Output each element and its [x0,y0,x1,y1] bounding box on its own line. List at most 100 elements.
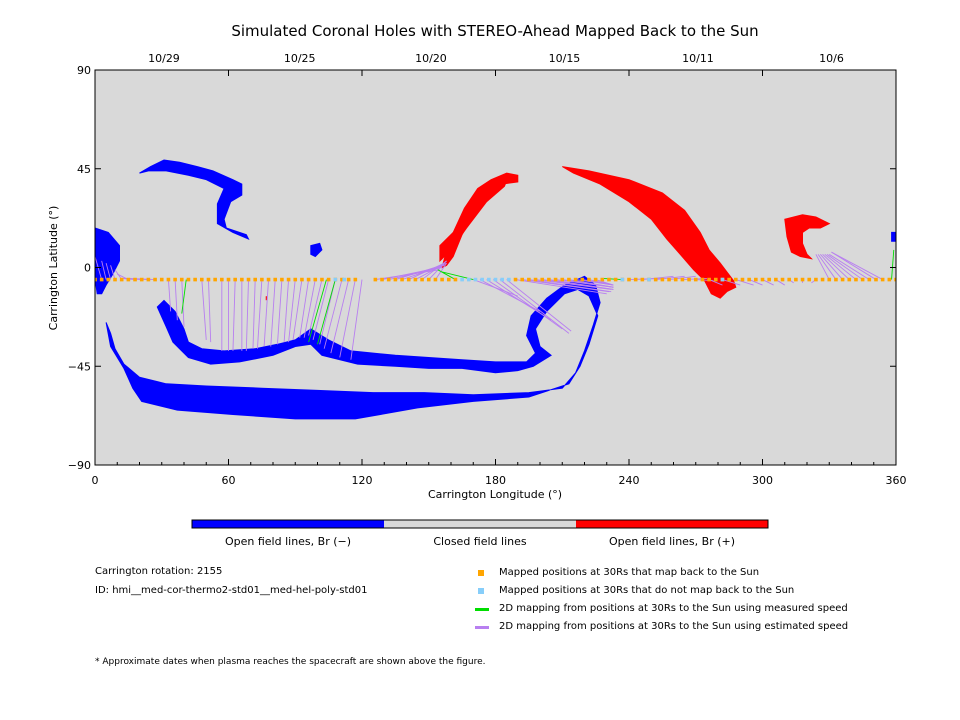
mapped-back-point [286,277,291,282]
x-tick-label: 0 [92,474,99,487]
not-mapped-point [467,277,471,282]
mapped-back-point [453,277,458,282]
mapped-back-point [687,277,691,282]
mapped-back-point [246,277,251,282]
coronal-hole-negative [105,275,601,420]
mapped-back-point [320,277,324,282]
mapped-back-point [680,277,685,282]
colorbar-label: Open field lines, Br (−) [225,535,351,548]
mapped-back-point [760,277,765,282]
mapped-back-point [887,277,892,282]
colorbar-label: Open field lines, Br (+) [609,535,735,548]
y-axis-label: Carrington Latitude (°) [47,206,60,331]
mapping-line-estimated [270,279,276,347]
mapped-back-point [240,277,244,282]
y-tick-label: 0 [84,262,91,275]
mapping-line-measured [181,279,187,314]
mapping-line-estimated [339,279,356,358]
mapping-line-estimated [762,279,774,286]
coronal-hole-positive [562,166,737,299]
mapped-back-point [600,277,605,282]
not-mapped-point [333,277,338,282]
mapping-line-measured [891,249,895,280]
model-id: ID: hmi__med-cor-thermo2-std01__med-hel-… [95,585,368,596]
mapped-back-point [700,277,705,282]
not-mapped-point [460,277,464,282]
mapped-back-point [894,277,896,282]
top-date-label: 10/11 [682,52,714,65]
mapped-back-point [660,277,665,282]
mapped-back-point [527,277,531,282]
x-axis-label: Carrington Longitude (°) [428,488,562,501]
mapped-back-point [133,277,137,282]
mapped-back-point [820,277,825,282]
mapped-back-point [593,277,598,282]
mapped-back-point [573,277,578,282]
mapped-back-point [313,277,318,282]
mapped-back-point [233,277,237,282]
mapping-line-estimated [815,254,830,280]
mapped-back-point [734,277,738,282]
mapping-line-estimated [506,279,572,332]
mapped-back-point [800,277,805,282]
mapped-back-point [193,277,197,282]
mapping-line-measured [437,269,456,280]
mapped-back-point [139,277,144,282]
mapping-line-estimated [822,254,850,280]
mapping-line-estimated [323,279,343,349]
mapped-back-point [667,277,671,282]
mapped-back-point [867,277,872,282]
y-tick-label: 90 [77,64,91,77]
mapping-line-estimated [105,262,112,280]
mapping-line-estimated [101,260,107,280]
mapped-back-point [747,277,751,282]
mapping-line-estimated [817,254,837,280]
mapping-line-estimated [312,279,330,341]
mapped-back-point [300,277,304,282]
mapped-back-point [353,277,358,282]
colorbar-label: Closed field lines [433,535,527,548]
not-mapped-point [500,277,504,282]
mapped-back-point [780,277,785,282]
mapped-back-point [553,277,558,282]
mapped-back-point [213,277,217,282]
coronal-hole-positive [784,214,831,260]
mapped-back-point [153,277,157,282]
not-mapped-point [342,277,346,282]
green-line-icon [475,608,489,611]
mapping-line-estimated [722,279,741,286]
coronal-hole-negative [891,231,896,242]
top-date-label: 10/25 [284,52,316,65]
top-date-label: 10/15 [549,52,581,65]
mapped-back-point [99,277,104,282]
not-mapped-point [473,277,478,282]
mapping-line-estimated [528,279,612,293]
mapped-back-point [640,277,645,282]
not-mapped-point [480,277,484,282]
mapping-line-estimated [299,279,310,338]
mapped-back-point [173,277,177,282]
mapping-line-estimated [748,279,763,286]
mapped-back-point [413,277,418,282]
mapped-back-point [547,277,551,282]
mapped-back-point [206,277,211,282]
mapped-back-point [794,277,798,282]
mapping-line-measured [317,279,336,345]
legend-label: 2D mapping from positions at 30Rs to the… [499,603,848,614]
mapped-back-point [560,277,565,282]
mapped-back-point [95,277,97,282]
mapped-back-point [767,277,771,282]
mapped-back-point [713,277,718,282]
mapping-line-estimated [421,260,447,280]
coronal-hole-negative [139,159,250,240]
y-tick-label: −45 [68,360,91,373]
mapped-back-point [774,277,778,282]
mapped-back-point [633,277,638,282]
spacecraft-track [95,277,896,282]
not-mapped-point [487,277,491,282]
mapped-back-point [567,277,571,282]
mapping-line-estimated [829,253,870,280]
orange-square-icon [478,570,484,576]
mapped-back-point [754,277,758,282]
